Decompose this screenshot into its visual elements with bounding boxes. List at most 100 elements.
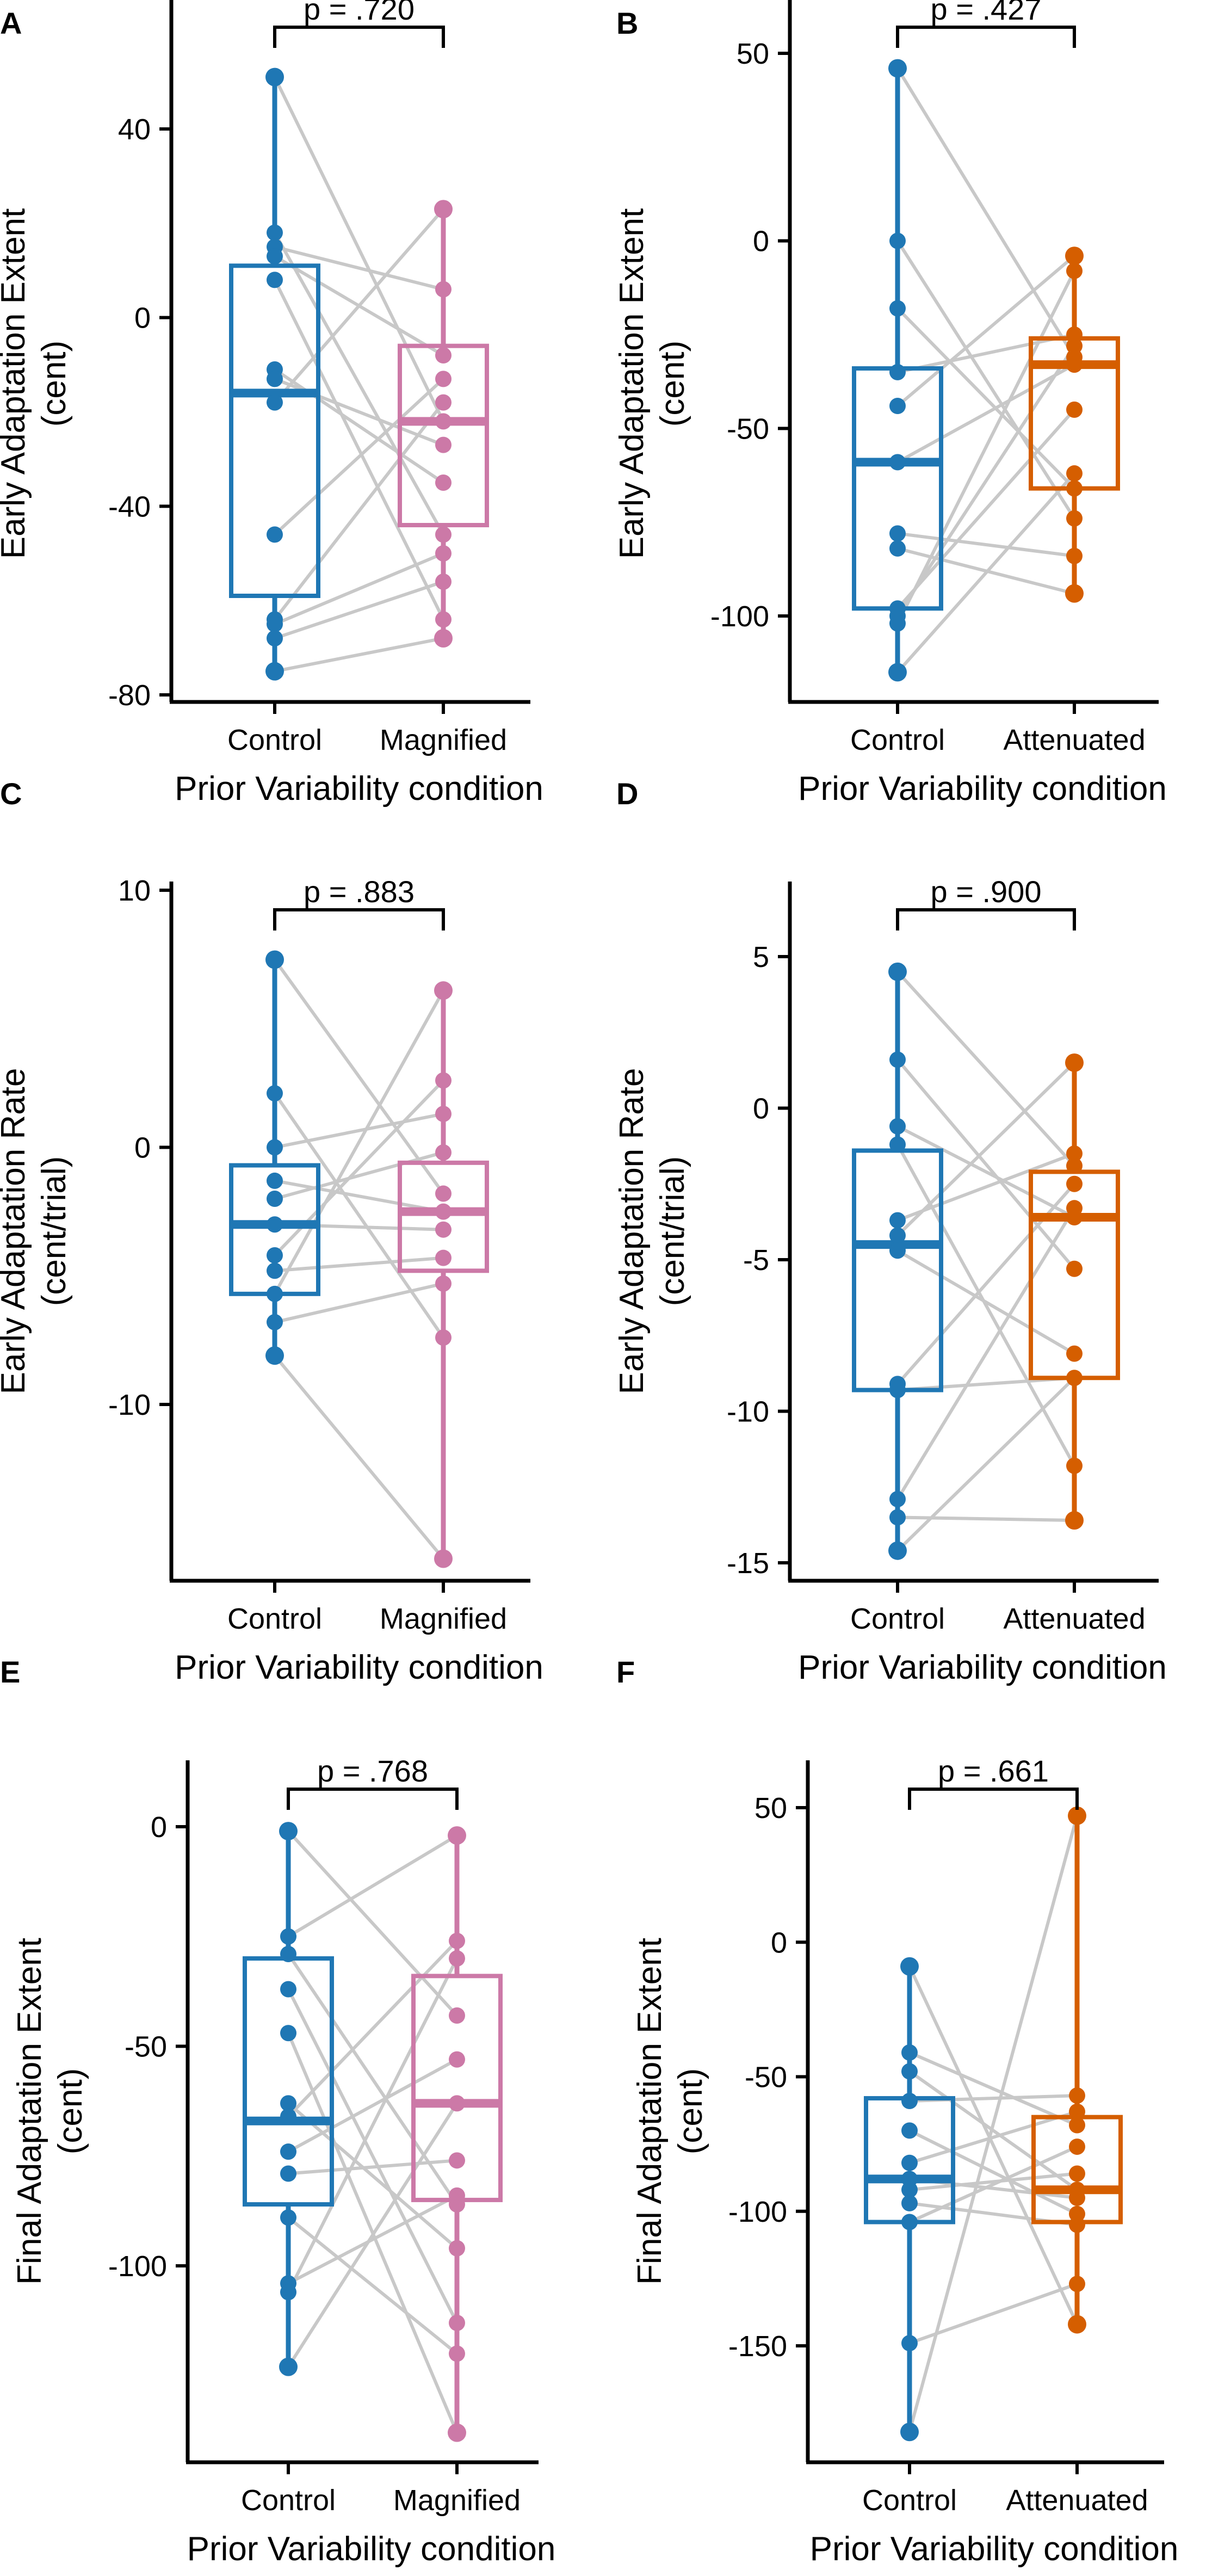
data-point [280,1981,296,1998]
data-point [435,545,452,562]
data-point [435,1203,452,1220]
data-point [434,200,453,219]
data-point [434,1549,453,1568]
data-point [435,281,452,298]
pair-line [274,580,444,640]
y-tick-label: -100 [108,2250,167,2283]
pair-line [287,2102,458,2250]
data-point [901,2093,918,2110]
data-point [435,1106,452,1123]
data-point [267,371,283,387]
data-point [1066,401,1083,418]
data-point [889,1242,906,1259]
x-tick-label: Attenuated [1003,724,1145,756]
panel-c: C 10 0 -10 Control Magnified Prior Variability… [0,777,543,1686]
data-point [1066,356,1083,373]
x-tick-label: Magnified [393,2484,521,2517]
significance-bracket [273,908,445,930]
data-point [435,436,452,453]
data-point [1069,2087,1085,2104]
data-point [435,1144,452,1161]
data-point [1066,1457,1083,1474]
y-tick-label: 10 [118,874,151,907]
pair-line [287,2194,458,2285]
data-point [1066,510,1083,527]
y-tick-label: 50 [737,38,769,70]
y-axis-subtitle: (cent) [35,341,73,427]
data-point [435,474,452,491]
data-point [901,2154,918,2171]
data-point [265,67,284,87]
data-point [1069,2190,1085,2207]
data-point [888,663,907,682]
y-axis-subtitle: (cent) [672,2068,709,2154]
pair-line [896,254,1075,408]
panel-a: A 40 0 -40 -80 Control Magnified Prior Variabil… [0,0,543,808]
pair-line [287,1834,458,1938]
pair-line [288,2159,457,2176]
data-point [889,1382,906,1398]
data-point [889,363,906,380]
data-point [449,1932,465,1949]
box-iqr [229,263,320,599]
x-axis-title: Prior Variability condition [798,1649,1167,1686]
data-point [267,630,283,646]
y-axis-title: Early Adaptation Extent [613,208,651,559]
data-point [901,2214,918,2230]
y-tick-label: -15 [727,1547,769,1580]
data-point [1066,326,1083,343]
pair-line [896,307,1076,490]
significance-bracket [273,26,445,48]
data-point [267,1172,283,1189]
data-point [889,454,906,471]
pair-line [896,408,1076,610]
box-iqr [398,343,489,528]
x-axis-title: Prior Variability condition [810,2530,1179,2568]
data-point [1069,2117,1085,2134]
data-point [1069,2276,1085,2292]
data-point [901,2335,918,2352]
data-point [267,526,283,543]
y-tick-label: -50 [727,412,769,445]
data-point [1069,2216,1085,2233]
data-point [449,2007,465,2024]
p-value-label: p = .883 [304,874,415,909]
pair-line [896,240,1076,520]
data-point [901,2044,918,2061]
p-value-label: p = .900 [931,874,1042,909]
data-point [265,662,284,681]
data-point [265,950,284,969]
pair-line [287,1988,459,2324]
y-axis-subtitle: (cent) [52,2068,89,2154]
data-point [1066,1157,1083,1174]
y-axis-subtitle: (cent/trial) [35,1156,73,1307]
data-point [434,981,453,1000]
pair-line [287,1939,459,2118]
data-point [888,59,907,78]
p-value-label: p = .720 [304,0,415,26]
x-tick-label: Attenuated [1006,2484,1148,2517]
data-point [280,2165,296,2182]
pair-line [896,1061,1076,1237]
pair-line [274,245,444,291]
data-point [889,615,906,632]
data-point [435,1185,452,1202]
data-point [449,2051,465,2068]
data-point [449,2095,465,2112]
y-tick-label: -80 [108,679,151,712]
data-point [267,1216,283,1233]
pair-line [273,989,445,1295]
x-tick-label: Control [227,724,322,756]
data-point [280,2209,296,2226]
data-point [1069,2165,1085,2182]
significance-bracket [908,1788,1079,1810]
x-tick-label: Magnified [380,1603,507,1635]
data-point [267,224,283,241]
data-point [889,300,906,317]
pair-line [896,67,1076,358]
data-point [889,1212,906,1229]
pair-line [274,1256,444,1273]
x-tick-label: Control [850,724,945,756]
data-point [280,2143,296,2160]
y-tick-label: 5 [753,941,769,973]
